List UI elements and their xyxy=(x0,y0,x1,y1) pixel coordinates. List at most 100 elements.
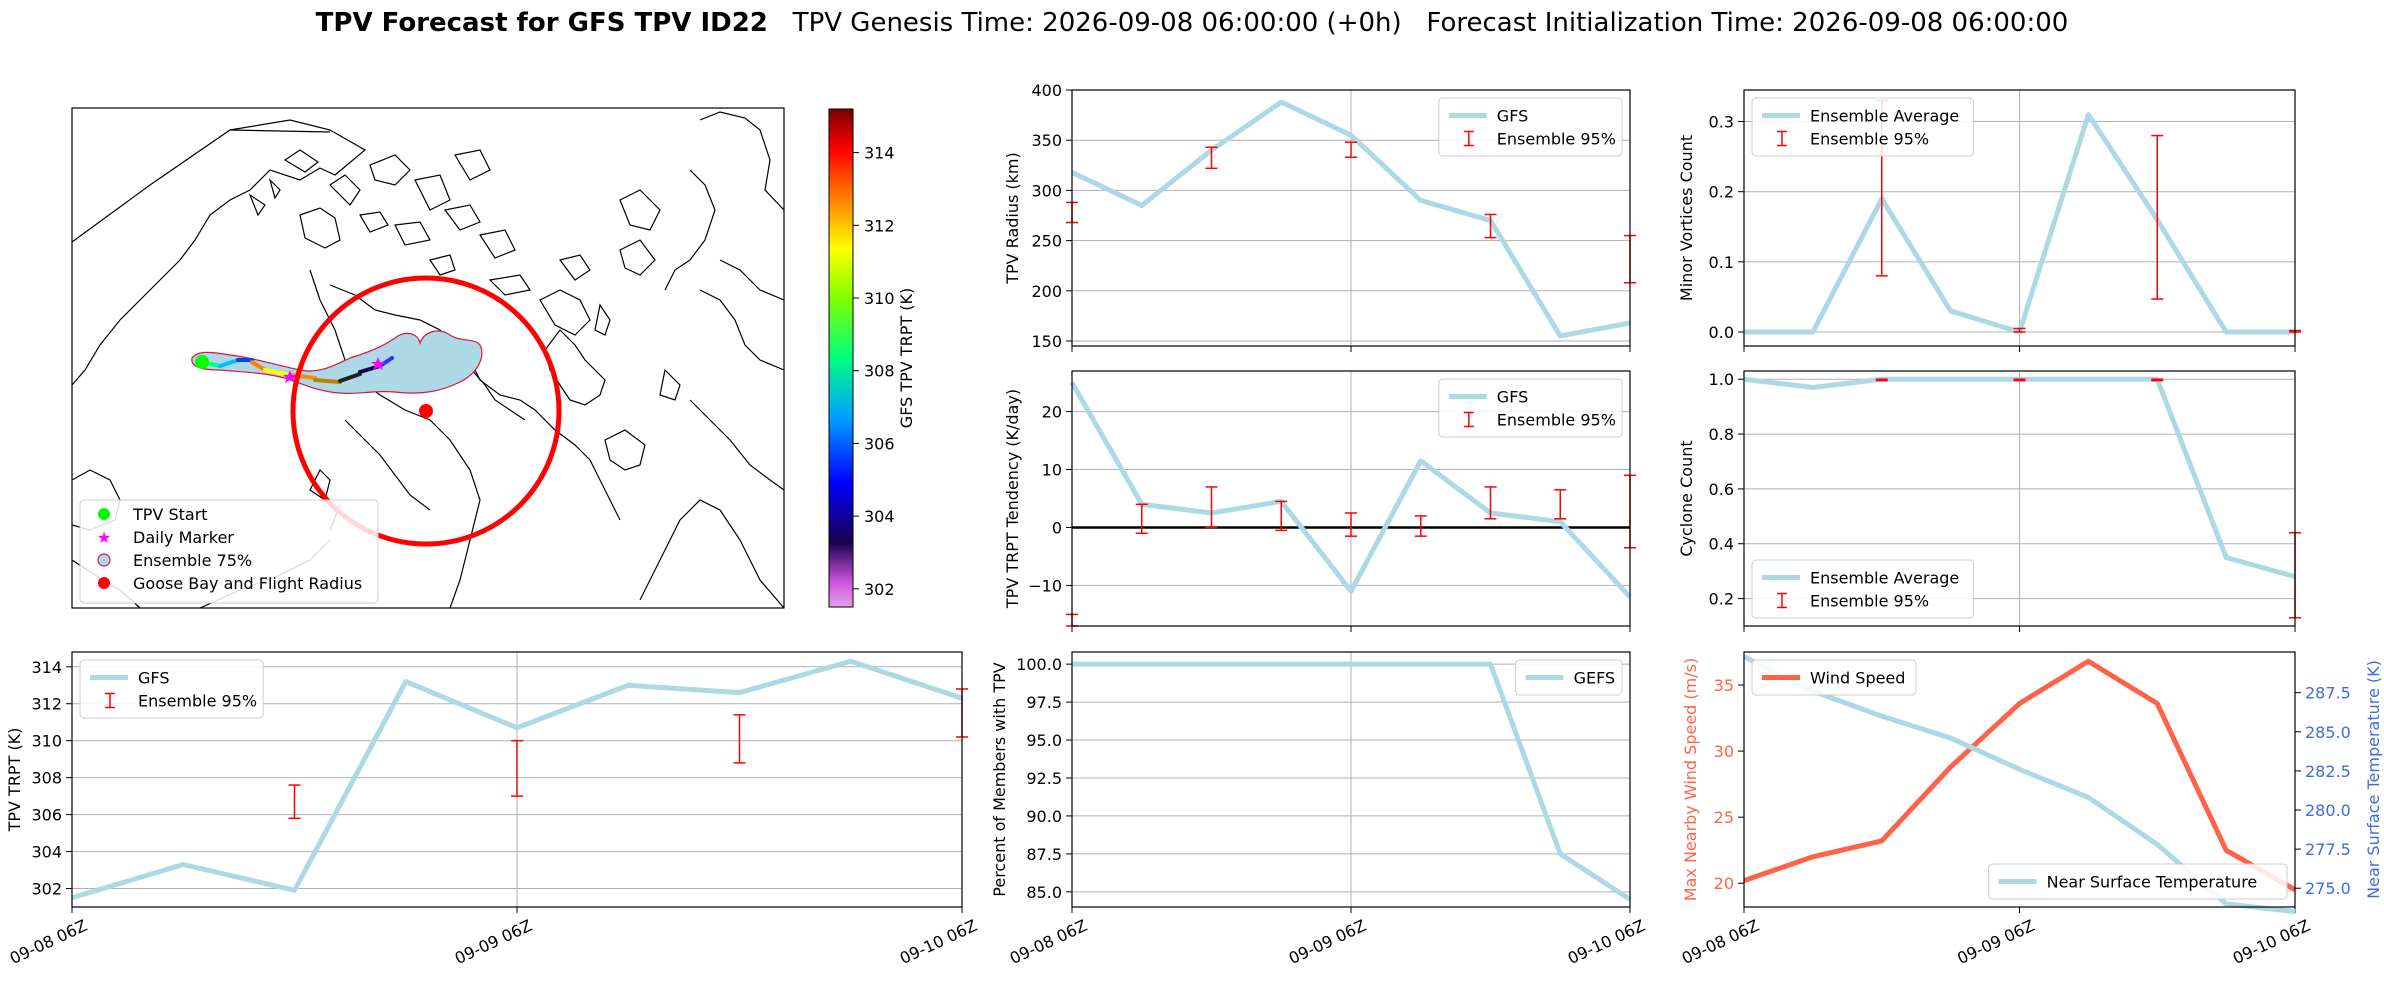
legend-label: Goose Bay and Flight Radius xyxy=(133,574,362,593)
chart-legend: GFS Ensemble 95% xyxy=(79,659,264,719)
y-tick-label: 0.2 xyxy=(1709,183,1734,202)
goose-bay-marker xyxy=(419,404,433,418)
y-tick-label-right: 277.5 xyxy=(2305,840,2351,859)
y-axis-label: TPV Radius (km) xyxy=(1003,152,1022,285)
chart-legend: GEFS xyxy=(1515,659,1623,696)
y-axis-label: TPV TRPT Tendency (K/day) xyxy=(1003,389,1022,609)
series-line-0 xyxy=(1070,99,1631,339)
legend-label: Ensemble 75% xyxy=(133,551,252,570)
legend-label: Near Surface Temperature xyxy=(2047,873,2258,892)
y-tick-label: 1.0 xyxy=(1709,370,1734,389)
y-tick-label: 0.1 xyxy=(1709,253,1734,272)
y-tick-label: 0.0 xyxy=(1709,323,1734,342)
legend-box xyxy=(1515,659,1623,696)
y-tick-label: 250 xyxy=(1031,232,1062,251)
tpv-start-marker xyxy=(195,355,209,369)
legend-label: Ensemble Average xyxy=(1810,107,1959,126)
y-axis-label: Max Nearby Wind Speed (m/s) xyxy=(1681,658,1700,901)
legend-label: Wind Speed xyxy=(1810,669,1905,688)
legend-label: GFS xyxy=(138,669,169,688)
x-tick-label: 09-10 06Z xyxy=(897,916,980,968)
y-tick-label: 300 xyxy=(1031,181,1062,200)
figure-title-bold: TPV Forecast for GFS TPV ID22 xyxy=(315,8,768,38)
colorbar-tick-label: 304 xyxy=(864,507,895,526)
y-tick-label: 95.0 xyxy=(1026,731,1062,750)
legend-box xyxy=(1438,97,1623,157)
legend-label: GEFS xyxy=(1574,669,1616,688)
y-tick-label: 304 xyxy=(31,843,62,862)
y-tick-label: 0.4 xyxy=(1709,535,1734,554)
legend-label: GFS xyxy=(1497,388,1528,407)
chart-legend: GFS Ensemble 95% xyxy=(1438,378,1623,438)
y-tick-label: 200 xyxy=(1031,282,1062,301)
legend-box xyxy=(79,659,264,719)
y-tick-label: 150 xyxy=(1031,332,1062,351)
legend-box xyxy=(1751,559,1975,619)
y-axis-label-right: Near Surface Temperature (K) xyxy=(2364,660,2383,899)
y-axis-label: Cyclone Count xyxy=(1677,440,1696,556)
colorbar-tick-label: 310 xyxy=(864,289,895,308)
y-tick-label-right: 285.0 xyxy=(2305,723,2351,742)
colorbar-label: GFS TPV TRPT (K) xyxy=(897,288,916,428)
x-tick-label: 09-08 06Z xyxy=(1679,916,1762,968)
y-tick-label: 0.8 xyxy=(1709,425,1734,444)
chart-radius: 150 200 250 300 350 400 TPV Radius (km) GFS Ense… xyxy=(1003,81,1636,352)
y-axis-label: Minor Vortices Count xyxy=(1677,135,1696,301)
colorbar-gradient xyxy=(828,108,854,608)
colorbar-tick-label: 312 xyxy=(864,216,895,235)
y-tick-label: 20 xyxy=(1714,874,1734,893)
legend-box xyxy=(1438,378,1623,438)
legend-label: Ensemble 95% xyxy=(1497,411,1616,430)
x-tick-label: 09-09 06Z xyxy=(1954,916,2037,968)
x-tick-label: 09-09 06Z xyxy=(452,916,535,968)
chart-wind: 09-08 06Z 09-09 06Z 09-10 06Z 20 25 30 35 275.0… xyxy=(1679,651,2383,968)
map-legend: TPV Start ★ Daily Marker Ensemble 75% Goose … xyxy=(79,499,379,604)
colorbar-tick-label: 308 xyxy=(864,362,895,381)
legend-label: Daily Marker xyxy=(133,528,234,547)
legend-box xyxy=(79,499,379,604)
chart-legend: Wind Speed xyxy=(1751,659,1917,696)
y-tick-label: 100.0 xyxy=(1016,655,1062,674)
chart-legend: GFS Ensemble 95% xyxy=(1438,97,1623,157)
colorbar-ticks: 302 304 306 308 310 312 314 xyxy=(853,144,895,599)
y-tick-label: 310 xyxy=(31,732,62,751)
y-tick-label: 0.3 xyxy=(1709,113,1734,132)
plot-frame xyxy=(1743,651,2296,908)
legend-label: Ensemble 95% xyxy=(138,692,257,711)
legend-label: Ensemble Average xyxy=(1810,569,1959,588)
y-tick-label: 400 xyxy=(1031,81,1062,100)
plot-frame xyxy=(1071,651,1631,908)
colorbar-tick-label: 306 xyxy=(864,434,895,453)
legend-box xyxy=(1751,659,1917,696)
chart-percent: 09-08 06Z 09-09 06Z 09-10 06Z 85.0 87.5 90.0 9… xyxy=(990,651,1648,968)
y-axis-label: Percent of Members with TPV xyxy=(990,662,1009,896)
x-tick-label: 09-08 06Z xyxy=(7,916,90,968)
y-tick-label: −10 xyxy=(1028,576,1062,595)
y-tick-label: 10 xyxy=(1042,461,1062,480)
y-axis-label: TPV TRPT (K) xyxy=(5,728,24,833)
y-tick-label: 97.5 xyxy=(1026,693,1062,712)
map-frame xyxy=(71,107,785,609)
y-tick-label: 312 xyxy=(31,695,62,714)
chart-minor: 0.0 0.1 0.2 0.3 Minor Vortices Count Ensemble… xyxy=(1677,89,2301,352)
x-tick-label: 09-10 06Z xyxy=(1565,916,1648,968)
legend-label: Ensemble 95% xyxy=(1810,130,1929,149)
legend-star-icon: ★ xyxy=(97,528,111,547)
daily-markers xyxy=(283,357,385,383)
legend-label: GFS xyxy=(1497,107,1528,126)
legend-circle-icon xyxy=(98,577,110,589)
plot-frame xyxy=(1071,89,1631,347)
y-tick-label: 25 xyxy=(1714,808,1734,827)
y-tick-label: 87.5 xyxy=(1026,845,1062,864)
legend-circle-icon xyxy=(98,508,110,520)
y-tick-label: 306 xyxy=(31,806,62,825)
chart-cyclone: 0.2 0.4 0.6 0.8 1.0 Cyclone Count Ensemble Ave… xyxy=(1677,370,2301,632)
y-tick-label: 92.5 xyxy=(1026,769,1062,788)
legend-label: Ensemble 95% xyxy=(1497,130,1616,149)
y-tick-label: 35 xyxy=(1714,676,1734,695)
chart-tendency: −10 0 10 20 TPV TRPT Tendency (K/day) GFS Ense… xyxy=(1003,370,1636,632)
y-tick-label: 0.6 xyxy=(1709,480,1734,499)
plot-frame xyxy=(1071,370,1631,627)
figure-title: TPV Forecast for GFS TPV ID22 TPV Genesi… xyxy=(0,8,2384,38)
legend-label: TPV Start xyxy=(132,505,208,524)
